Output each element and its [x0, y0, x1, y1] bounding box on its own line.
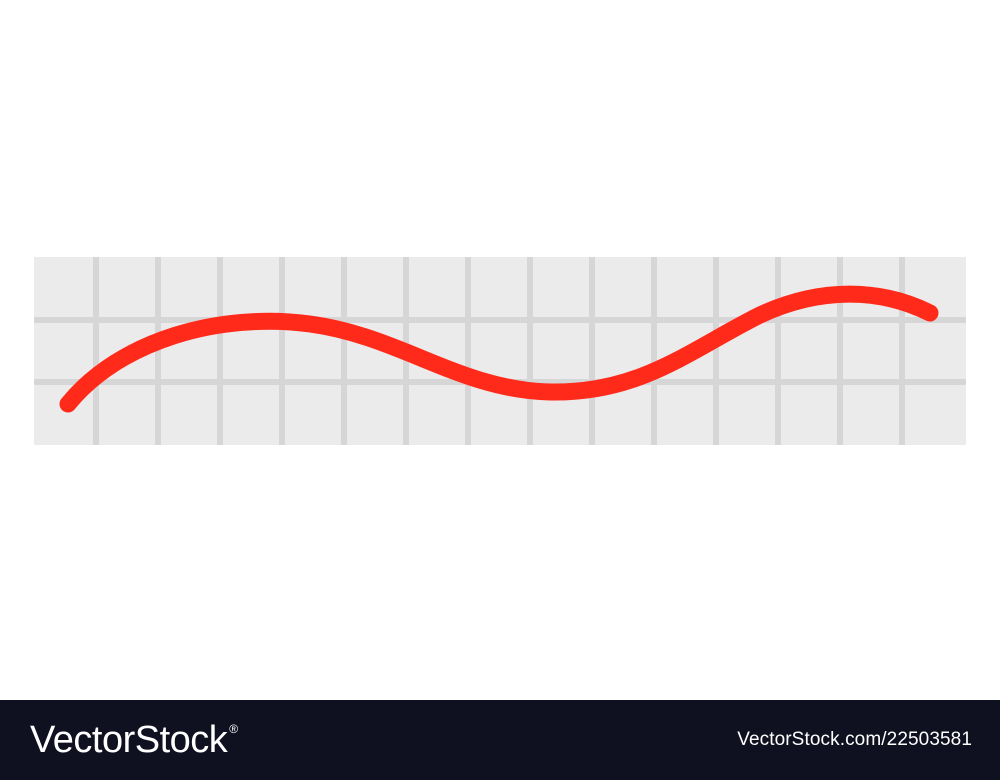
- vectorstock-logo: VectorStock ®: [30, 721, 238, 759]
- watermark-footer: VectorStock ® VectorStock.com/22503581: [0, 700, 1000, 780]
- red-wave-line: [59, 285, 939, 413]
- illustration-area: [34, 257, 966, 445]
- image-id-text: VectorStock.com/22503581: [737, 729, 972, 750]
- grid-background: [34, 257, 966, 445]
- brand-name: VectorStock: [30, 719, 228, 761]
- wave-line-icon: [34, 257, 966, 445]
- registered-mark: ®: [229, 722, 238, 736]
